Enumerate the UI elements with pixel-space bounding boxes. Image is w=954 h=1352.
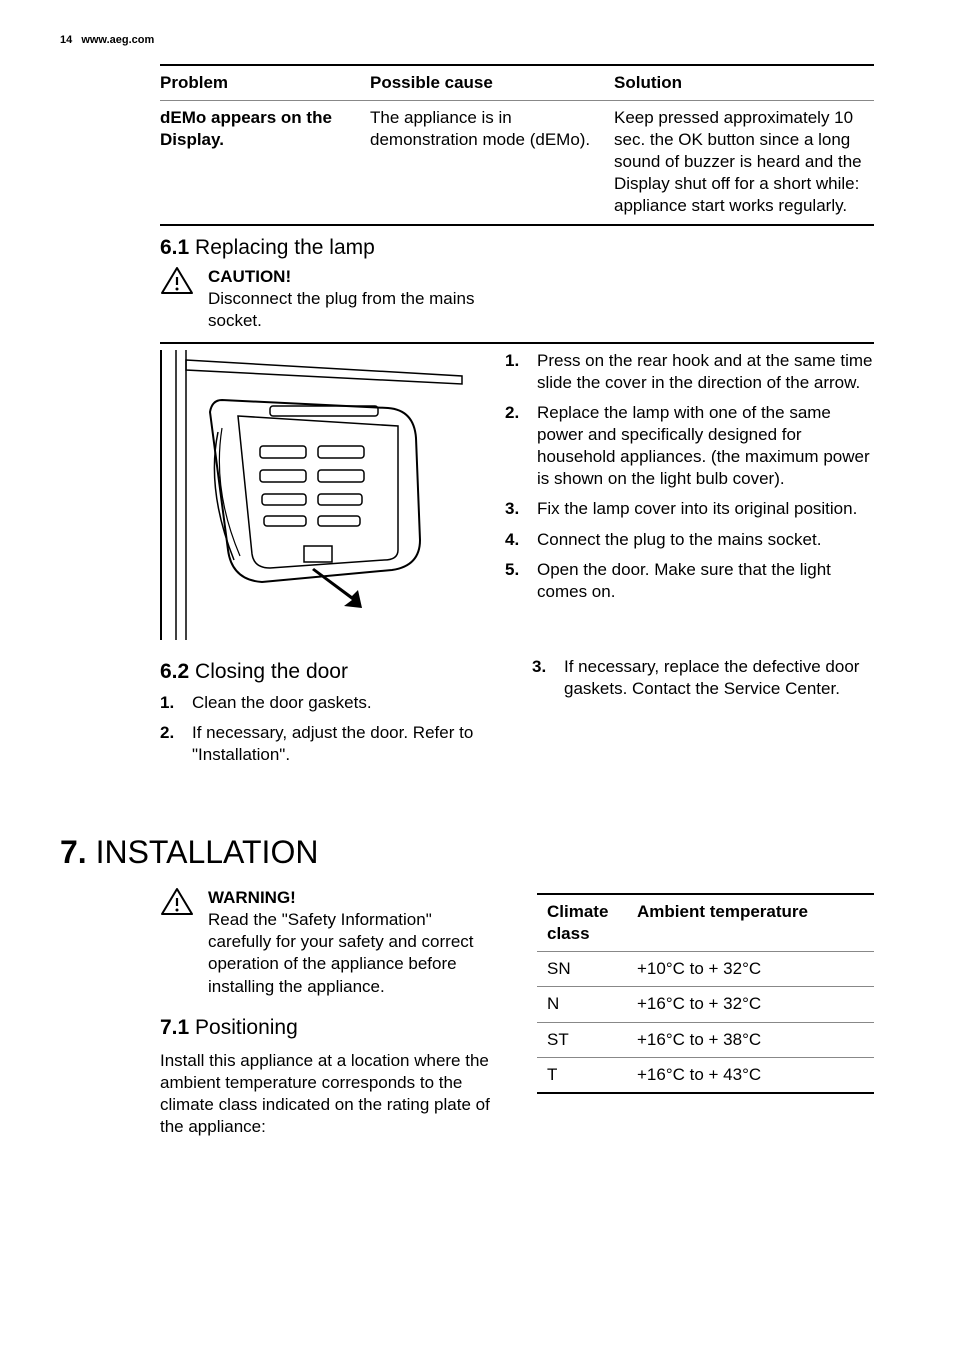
col-6-2-left: 6.2 Closing the door 1.Clean the door ga… xyxy=(160,650,502,774)
warning-block: WARNING! Read the "Safety Information" c… xyxy=(160,887,497,997)
table-row: dEMo appears on the Display. The applian… xyxy=(160,101,874,225)
th-solution: Solution xyxy=(614,65,874,101)
caution-text: CAUTION! Disconnect the plug from the ma… xyxy=(208,266,488,332)
heading-6-2: 6.2 Closing the door xyxy=(160,660,502,684)
table-row: SN +10°C to + 32°C xyxy=(537,952,874,987)
th-climate-class: Climate class xyxy=(537,894,627,952)
caution-block: CAUTION! Disconnect the plug from the ma… xyxy=(160,266,874,332)
warning-text: WARNING! Read the "Safety Information" c… xyxy=(208,887,497,997)
col-6-2-right: 3.If necessary, replace the defective do… xyxy=(532,650,874,774)
diagram-pane xyxy=(160,344,475,640)
header-url: www.aeg.com xyxy=(81,34,154,46)
step-item: 5.Open the door. Make sure that the ligh… xyxy=(505,559,874,603)
climate-table: Climate class Ambient temperature SN +10… xyxy=(537,893,874,1094)
chapter-7-heading: 7. INSTALLATION xyxy=(60,834,874,871)
heading-6-1: 6.1 Replacing the lamp xyxy=(160,236,874,260)
warning-icon xyxy=(160,266,194,332)
steps-6-1: 1.Press on the rear hook and at the same… xyxy=(505,344,874,640)
table-row: T +16°C to + 43°C xyxy=(537,1057,874,1093)
th-problem: Problem xyxy=(160,65,370,101)
cell-problem: dEMo appears on the Display. xyxy=(160,101,370,225)
lamp-diagram xyxy=(160,350,475,640)
th-cause: Possible cause xyxy=(370,65,614,101)
step-item: 4.Connect the plug to the mains socket. xyxy=(505,529,874,551)
heading-7-1: 7.1 Positioning xyxy=(160,1016,497,1040)
th-ambient-temp: Ambient temperature xyxy=(627,894,874,952)
step-item: 2.Replace the lamp with one of the same … xyxy=(505,402,874,490)
warning-icon xyxy=(160,887,194,997)
table-row: ST +16°C to + 38°C xyxy=(537,1022,874,1057)
cell-solution: Keep pressed approximately 10 sec. the O… xyxy=(614,101,874,225)
step-item: 2.If necessary, adjust the door. Refer t… xyxy=(160,722,502,766)
cell-cause: The appliance is in demonstration mode (… xyxy=(370,101,614,225)
step-item: 1.Clean the door gaskets. xyxy=(160,692,502,714)
step-item: 3.If necessary, replace the defective do… xyxy=(532,656,874,700)
page-header: 14 www.aeg.com xyxy=(60,34,874,46)
step-item: 1.Press on the rear hook and at the same… xyxy=(505,350,874,394)
table-row: N +16°C to + 32°C xyxy=(537,987,874,1022)
step-item: 3.Fix the lamp cover into its original p… xyxy=(505,498,874,520)
page-number: 14 xyxy=(60,34,72,46)
positioning-body: Install this appliance at a location whe… xyxy=(160,1050,497,1138)
troubleshoot-table: Problem Possible cause Solution dEMo app… xyxy=(160,64,874,226)
